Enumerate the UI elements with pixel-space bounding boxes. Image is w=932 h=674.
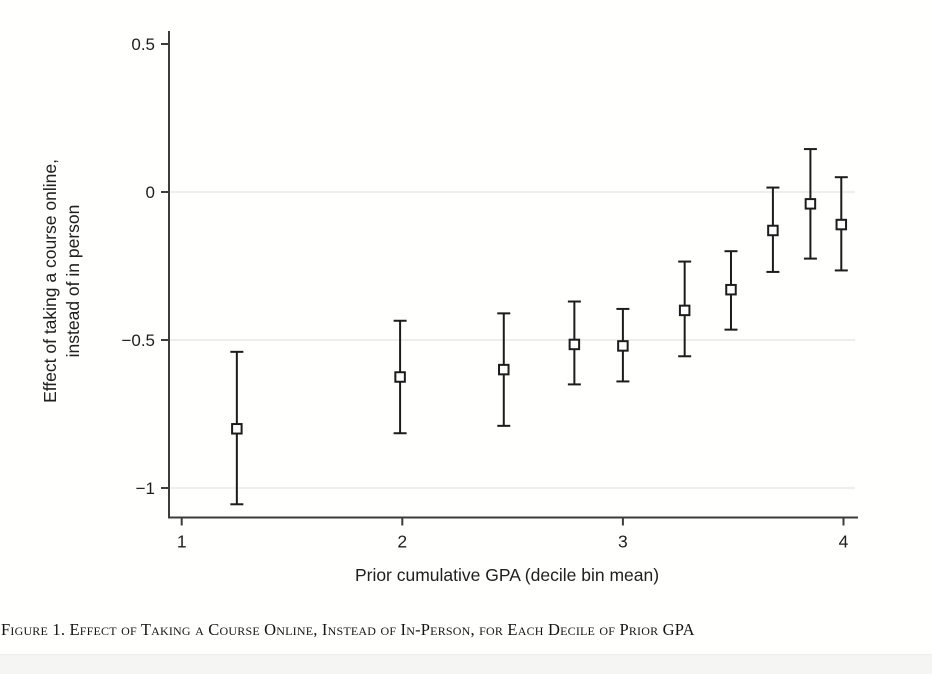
x-tick-label: 3 xyxy=(618,532,628,552)
page-edge-strip xyxy=(0,654,932,674)
point-marker xyxy=(835,218,848,231)
x-tick-label: 4 xyxy=(839,532,849,552)
y-axis-title-line2: instead of in person xyxy=(63,204,83,358)
x-tick-label: 1 xyxy=(177,532,187,552)
axes xyxy=(161,31,858,526)
point-marker xyxy=(767,224,779,237)
point-marker xyxy=(678,304,691,317)
y-axis-title-line1: Effect of taking a course online, xyxy=(39,159,60,403)
point-markers xyxy=(231,198,848,435)
point-marker xyxy=(725,283,737,296)
point-marker xyxy=(804,198,817,210)
y-tick-label: −1 xyxy=(136,479,155,498)
y-tick-label: 0 xyxy=(146,183,155,202)
gridlines xyxy=(170,191,855,489)
y-tick-label: 0.5 xyxy=(131,35,155,54)
y-tick-label: −0.5 xyxy=(121,331,155,350)
x-tick-label: 2 xyxy=(397,532,407,552)
point-marker xyxy=(231,423,243,435)
y-axis-title: Effect of taking a course online, instea… xyxy=(39,159,85,403)
y-tick-labels: 0.5 0 −0.5 −1 xyxy=(121,35,155,498)
figure-caption: Figure 1. Effect of Taking a Course Onli… xyxy=(1,620,695,639)
point-marker xyxy=(394,371,406,383)
x-tick-labels: 1 2 3 4 xyxy=(177,532,849,552)
point-marker xyxy=(568,338,581,351)
scatter-plot: 0.5 0 −0.5 −1 1 2 3 4 xyxy=(121,31,858,552)
point-marker xyxy=(617,340,629,352)
point-marker xyxy=(498,363,510,376)
error-bars xyxy=(230,148,848,506)
x-axis-title: Prior cumulative GPA (decile bin mean) xyxy=(354,565,660,585)
